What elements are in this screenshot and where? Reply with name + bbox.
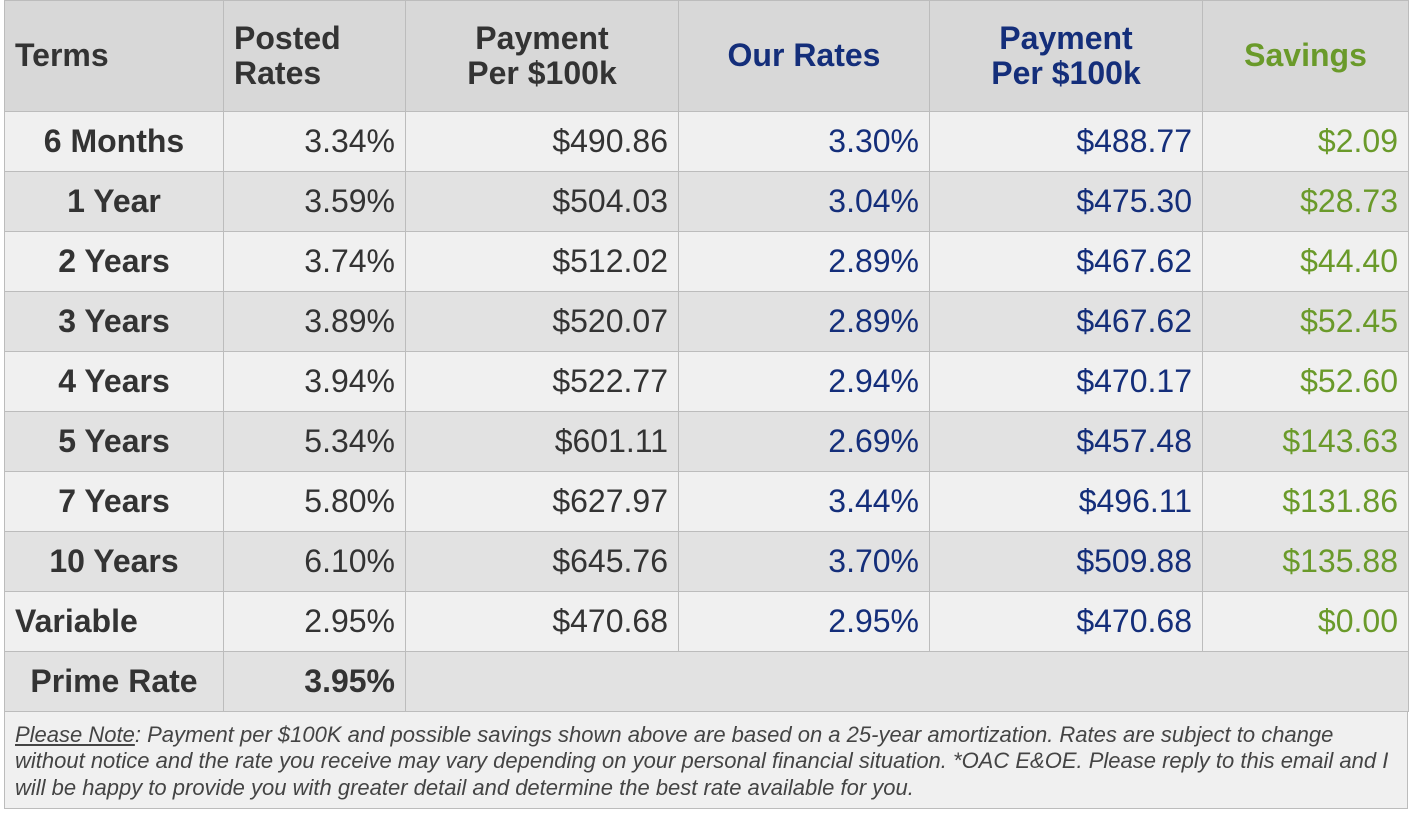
our-rate-cell: 3.44%	[678, 471, 930, 532]
our-payment-cell: $475.30	[929, 171, 1203, 232]
note-label: Please Note	[15, 722, 135, 747]
header-payment-posted: Payment Per $100k	[405, 0, 679, 112]
header-our-rates: Our Rates	[678, 0, 930, 112]
prime-rate-value: 3.95%	[223, 651, 406, 712]
note-text: : Payment per $100K and possible savings…	[15, 722, 1389, 800]
term-cell: 5 Years	[4, 411, 224, 472]
term-cell: 7 Years	[4, 471, 224, 532]
posted-rate-cell: 5.34%	[223, 411, 406, 472]
our-payment-cell: $470.17	[929, 351, 1203, 412]
header-row: Terms Posted Rates Payment Per $100k Our R…	[4, 0, 1409, 112]
rates-panel: Terms Posted Rates Payment Per $100k Our R…	[4, 0, 1409, 809]
our-rate-cell: 3.30%	[678, 111, 930, 172]
term-cell: 1 Year	[4, 171, 224, 232]
prime-rate-empty	[405, 651, 1409, 712]
posted-rate-cell: 5.80%	[223, 471, 406, 532]
savings-cell: $135.88	[1202, 531, 1409, 592]
header-terms: Terms	[4, 0, 224, 112]
term-cell: 6 Months	[4, 111, 224, 172]
table-row: 5 Years 5.34% $601.11 2.69% $457.48 $143…	[4, 411, 1409, 472]
our-rate-cell: 2.89%	[678, 231, 930, 292]
posted-rate-cell: 6.10%	[223, 531, 406, 592]
mortgage-rates-table: Terms Posted Rates Payment Per $100k Our R…	[4, 0, 1409, 712]
savings-cell: $0.00	[1202, 591, 1409, 652]
table-row: 2 Years 3.74% $512.02 2.89% $467.62 $44.…	[4, 231, 1409, 292]
table-row: 7 Years 5.80% $627.97 3.44% $496.11 $131…	[4, 471, 1409, 532]
posted-payment-cell: $645.76	[405, 531, 679, 592]
our-payment-cell: $488.77	[929, 111, 1203, 172]
posted-payment-cell: $627.97	[405, 471, 679, 532]
our-rate-cell: 3.04%	[678, 171, 930, 232]
our-payment-cell: $457.48	[929, 411, 1203, 472]
posted-payment-cell: $520.07	[405, 291, 679, 352]
term-cell: 4 Years	[4, 351, 224, 412]
our-rate-cell: 2.89%	[678, 291, 930, 352]
posted-rate-cell: 3.94%	[223, 351, 406, 412]
posted-payment-cell: $504.03	[405, 171, 679, 232]
savings-cell: $52.60	[1202, 351, 1409, 412]
savings-cell: $52.45	[1202, 291, 1409, 352]
our-payment-cell: $509.88	[929, 531, 1203, 592]
savings-cell: $28.73	[1202, 171, 1409, 232]
savings-cell: $44.40	[1202, 231, 1409, 292]
table-row: 10 Years 6.10% $645.76 3.70% $509.88 $13…	[4, 531, 1409, 592]
savings-cell: $131.86	[1202, 471, 1409, 532]
prime-rate-row: Prime Rate 3.95%	[4, 651, 1409, 712]
our-payment-cell: $496.11	[929, 471, 1203, 532]
header-savings: Savings	[1202, 0, 1409, 112]
posted-payment-cell: $522.77	[405, 351, 679, 412]
savings-cell: $143.63	[1202, 411, 1409, 472]
posted-rate-cell: 3.59%	[223, 171, 406, 232]
posted-rate-cell: 3.74%	[223, 231, 406, 292]
table-row: 1 Year 3.59% $504.03 3.04% $475.30 $28.7…	[4, 171, 1409, 232]
header-posted-rates: Posted Rates	[223, 0, 406, 112]
posted-payment-cell: $470.68	[405, 591, 679, 652]
header-payment-ours: Payment Per $100k	[929, 0, 1203, 112]
posted-payment-cell: $512.02	[405, 231, 679, 292]
posted-rate-cell: 2.95%	[223, 591, 406, 652]
term-cell: 3 Years	[4, 291, 224, 352]
posted-rate-cell: 3.34%	[223, 111, 406, 172]
our-rate-cell: 2.94%	[678, 351, 930, 412]
term-cell: 10 Years	[4, 531, 224, 592]
posted-payment-cell: $490.86	[405, 111, 679, 172]
term-cell: 2 Years	[4, 231, 224, 292]
table-row: 4 Years 3.94% $522.77 2.94% $470.17 $52.…	[4, 351, 1409, 412]
table-row: 6 Months 3.34% $490.86 3.30% $488.77 $2.…	[4, 111, 1409, 172]
our-payment-cell: $470.68	[929, 591, 1203, 652]
our-rate-cell: 2.95%	[678, 591, 930, 652]
term-cell: Variable	[4, 591, 224, 652]
our-rate-cell: 3.70%	[678, 531, 930, 592]
disclaimer-note: Please Note: Payment per $100K and possi…	[4, 712, 1408, 809]
our-payment-cell: $467.62	[929, 231, 1203, 292]
posted-payment-cell: $601.11	[405, 411, 679, 472]
our-payment-cell: $467.62	[929, 291, 1203, 352]
prime-rate-label: Prime Rate	[4, 651, 224, 712]
posted-rate-cell: 3.89%	[223, 291, 406, 352]
our-rate-cell: 2.69%	[678, 411, 930, 472]
savings-cell: $2.09	[1202, 111, 1409, 172]
table-row: 3 Years 3.89% $520.07 2.89% $467.62 $52.…	[4, 291, 1409, 352]
table-row: Variable 2.95% $470.68 2.95% $470.68 $0.…	[4, 591, 1409, 652]
